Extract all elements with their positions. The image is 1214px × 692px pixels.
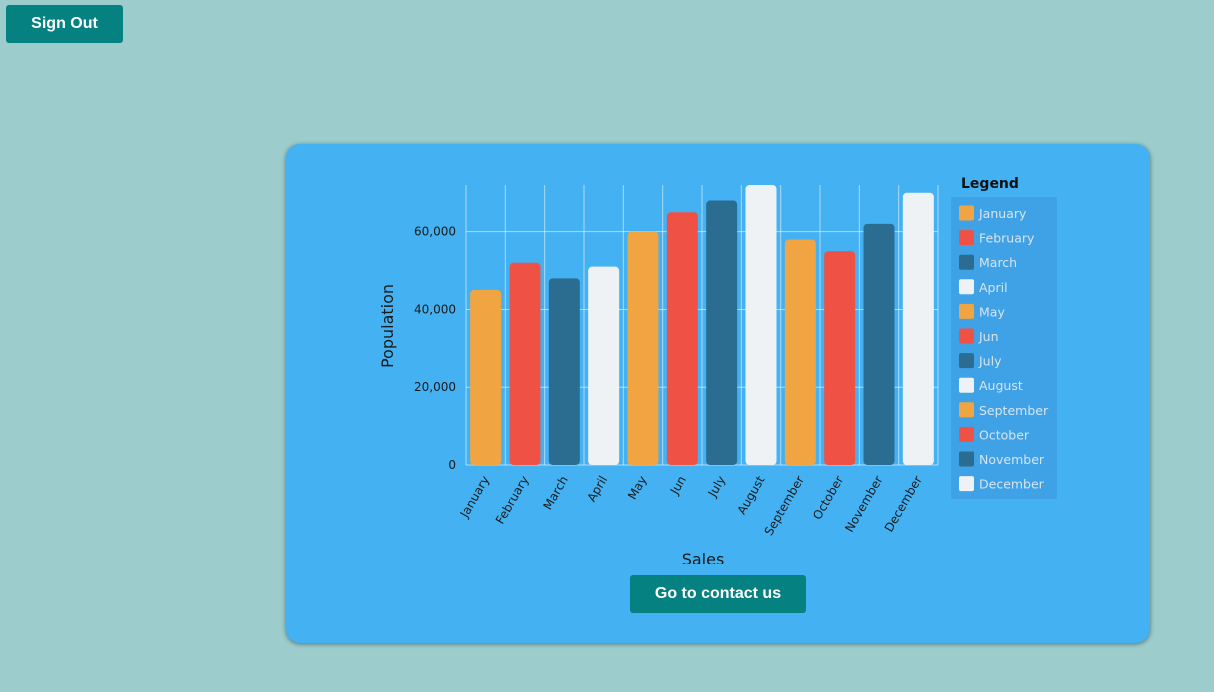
legend-item-label[interactable]: April (979, 280, 1008, 295)
bar-november[interactable] (863, 223, 895, 465)
legend-item-label[interactable]: December (979, 477, 1045, 492)
bar-jun[interactable] (666, 212, 698, 465)
legend-item-label[interactable]: February (979, 231, 1035, 246)
x-tick-label: October (810, 473, 846, 522)
legend-title: Legend (961, 176, 1019, 192)
legend-swatch[interactable] (959, 426, 974, 442)
bar-april[interactable] (588, 266, 620, 465)
legend-item-label[interactable]: Jun (978, 329, 999, 344)
bar-march[interactable] (548, 278, 580, 465)
bar-july[interactable] (706, 200, 738, 466)
x-tick-label: February (493, 474, 532, 527)
legend-item-label[interactable]: March (979, 255, 1017, 270)
legend: January February March April May Jun July Augus… (951, 197, 1057, 499)
legend-item-label[interactable]: May (979, 304, 1005, 319)
legend-item-label[interactable]: January (978, 206, 1027, 221)
y-tick-label: 60,000 (414, 225, 456, 239)
bar-may[interactable] (627, 231, 659, 465)
bars (470, 185, 934, 466)
x-tick-label: November (842, 473, 885, 534)
legend-box (951, 197, 1057, 499)
legend-swatch[interactable] (959, 377, 974, 393)
x-tick-labels: January February March April May Jun July Augus… (457, 473, 925, 538)
y-tick-labels: 0 20,000 40,000 60,000 (414, 225, 456, 472)
x-tick-label: July (705, 474, 728, 501)
legend-item-label[interactable]: October (979, 427, 1030, 442)
x-tick-label: September (762, 473, 807, 537)
legend-swatch[interactable] (959, 451, 974, 467)
x-axis-label: Sales (682, 550, 725, 564)
legend-swatch[interactable] (959, 279, 974, 295)
legend-swatch[interactable] (959, 328, 974, 344)
y-axis-label: Population (378, 284, 397, 368)
bar-february[interactable] (509, 262, 541, 465)
legend-swatch[interactable] (959, 205, 974, 221)
bar-august[interactable] (745, 185, 777, 465)
legend-item-label[interactable]: November (979, 452, 1045, 467)
bar-october[interactable] (824, 251, 856, 465)
legend-item-label[interactable]: August (979, 378, 1023, 393)
go-to-contact-us-button[interactable]: Go to contact us (630, 575, 806, 613)
bar-january[interactable] (470, 290, 502, 465)
y-tick-label: 40,000 (414, 302, 456, 316)
x-tick-label: April (584, 474, 610, 505)
y-tick-label: 0 (448, 458, 456, 472)
bar-september[interactable] (784, 239, 816, 465)
chart-card: 0 20,000 40,000 60,000 January February March… (286, 144, 1150, 643)
sign-out-button[interactable]: Sign Out (6, 5, 123, 43)
legend-item-label[interactable]: September (979, 403, 1049, 418)
x-tick-label: August (734, 473, 767, 517)
x-tick-label: May (625, 474, 650, 502)
x-tick-label: Jun (667, 474, 689, 498)
y-tick-label: 20,000 (414, 380, 456, 394)
legend-swatch[interactable] (959, 353, 974, 369)
legend-swatch[interactable] (959, 254, 974, 270)
grid-lines (465, 185, 939, 466)
x-tick-label: January (457, 474, 492, 521)
bar-december[interactable] (902, 192, 934, 465)
legend-item-label[interactable]: July (978, 354, 1002, 369)
legend-swatch[interactable] (959, 230, 974, 246)
x-tick-label: March (541, 474, 571, 513)
x-tick-label: December (882, 473, 925, 534)
legend-swatch[interactable] (959, 402, 974, 418)
legend-swatch[interactable] (959, 476, 974, 492)
legend-swatch[interactable] (959, 303, 974, 319)
